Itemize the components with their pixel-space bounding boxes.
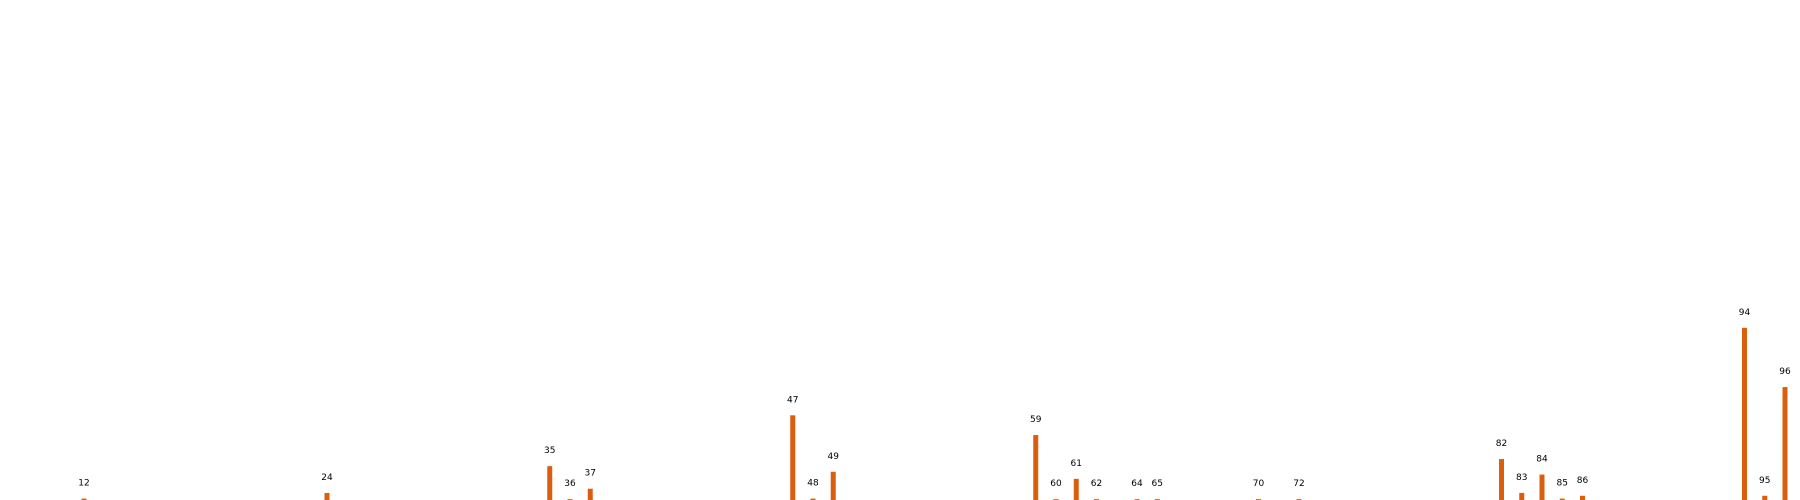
bar-label-64: 64 xyxy=(1131,479,1143,489)
bar-label-24: 24 xyxy=(321,473,333,483)
bar-label-72: 72 xyxy=(1293,479,1304,489)
bar-label-60: 60 xyxy=(1050,479,1062,489)
bar-label-35: 35 xyxy=(544,446,555,456)
bar-84 xyxy=(1539,474,1545,500)
bar-37 xyxy=(587,488,593,500)
bar-label-48: 48 xyxy=(807,479,819,489)
bar-47 xyxy=(790,415,796,500)
bar-label-61: 61 xyxy=(1071,459,1082,469)
bar-86 xyxy=(1580,495,1585,500)
bar-95 xyxy=(1762,495,1768,500)
bars-layer xyxy=(81,327,1788,500)
bar-label-83: 83 xyxy=(1516,473,1527,483)
bar-61 xyxy=(1073,478,1079,500)
bar-labels-layer: 12 24 35 36 37 47 48 49 59 60 61 62 64 65 70 72 82 83 84 85… xyxy=(78,308,1800,489)
bar-label-82: 82 xyxy=(1496,439,1507,449)
bar-label-94: 94 xyxy=(1739,308,1751,318)
bar-12 xyxy=(81,498,87,500)
bar-59 xyxy=(1033,435,1039,500)
bar-label-59: 59 xyxy=(1030,415,1042,425)
bar-label-65: 65 xyxy=(1152,479,1163,489)
bar-24 xyxy=(324,492,330,500)
bar-82 xyxy=(1499,459,1504,500)
bar-label-95: 95 xyxy=(1759,476,1770,486)
bar-96 xyxy=(1782,387,1788,500)
bar-35 xyxy=(547,466,553,500)
bar-label-47: 47 xyxy=(787,395,798,405)
bar-label-70: 70 xyxy=(1253,479,1265,489)
bar-label-86: 86 xyxy=(1577,476,1589,486)
bar-label-12: 12 xyxy=(78,479,89,489)
bar-48 xyxy=(810,498,816,500)
bar-label-85: 85 xyxy=(1557,479,1568,489)
bar-49 xyxy=(830,471,836,500)
bar-label-62: 62 xyxy=(1091,479,1102,489)
bar-label-84: 84 xyxy=(1536,455,1548,465)
bar-85 xyxy=(1559,498,1565,500)
bar-label-37: 37 xyxy=(585,469,596,479)
bar-label-96: 96 xyxy=(1779,367,1791,377)
bar-83 xyxy=(1519,492,1525,500)
bar-94 xyxy=(1742,327,1747,500)
bar-label-49: 49 xyxy=(828,452,840,462)
bar-label-36: 36 xyxy=(564,479,576,489)
